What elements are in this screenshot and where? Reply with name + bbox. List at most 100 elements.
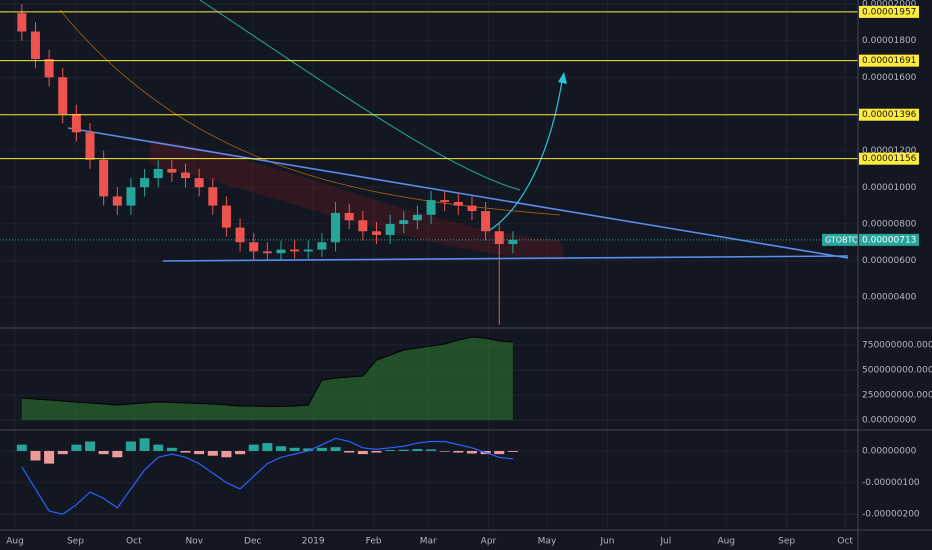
candle-body	[181, 172, 191, 179]
y-tick-label: 500000000.00000000	[862, 366, 932, 376]
x-tick-label: Jun	[599, 537, 614, 547]
candle-body	[58, 77, 68, 114]
level-tag	[859, 108, 919, 121]
candle-body	[235, 227, 245, 243]
histogram-bar	[316, 447, 327, 451]
candle-body	[371, 231, 381, 235]
histogram-bar	[385, 450, 396, 451]
level-tag	[859, 5, 919, 18]
moving-average	[59, 9, 561, 216]
y-tick-label: 0.00001800	[862, 36, 917, 46]
candle-body	[344, 212, 354, 221]
histogram-bar	[153, 444, 164, 451]
candle-body	[358, 220, 368, 232]
x-tick-label: Dec	[244, 537, 261, 547]
level-label: 0.00001957	[862, 7, 916, 17]
level-tag	[859, 152, 919, 165]
candle-body	[331, 212, 341, 243]
histogram-bar	[344, 450, 355, 453]
x-tick-label: Oct	[837, 537, 853, 547]
histogram-bar	[248, 444, 259, 451]
candle-body	[440, 200, 450, 202]
arrow-head	[558, 72, 567, 84]
labels: Aug Sep Oct Nov Dec 2019 Feb Mar Apr May Jun Jul Aug…	[6, 0, 932, 547]
candle-body	[30, 31, 40, 60]
histogram-bar	[303, 448, 314, 451]
x-tick-label: Sep	[67, 537, 84, 547]
moving-average	[199, 0, 521, 191]
candle-body	[290, 249, 300, 252]
histogram-bar	[112, 450, 123, 458]
histogram-bar	[180, 450, 191, 453]
histogram-bar	[439, 450, 450, 452]
histogram-bar	[275, 446, 286, 451]
histogram-bar	[44, 450, 55, 464]
price-label: 0.00000713	[862, 235, 916, 245]
candle-body	[249, 242, 259, 252]
candle-body	[208, 187, 218, 206]
histogram-bar	[71, 444, 82, 451]
x-tick-label: Apr	[481, 537, 497, 547]
y-tick-label: 0.00001000	[862, 183, 917, 193]
candle-body	[494, 231, 504, 245]
candle-body	[508, 239, 518, 245]
y-tick-label: 0.00000400	[862, 293, 917, 303]
x-tick-label: Feb	[366, 537, 382, 547]
line	[21, 336, 513, 407]
candle-body	[317, 242, 327, 250]
y-tick-label: 0.00000000	[862, 416, 917, 426]
level-label: 0.00001396	[862, 110, 917, 120]
histogram-bar	[125, 441, 136, 451]
macd-line	[21, 437, 513, 515]
candle-body	[167, 168, 177, 173]
histogram-bar	[357, 450, 368, 455]
candle-body	[99, 159, 109, 197]
candle-body	[71, 113, 81, 133]
x-tick-label: May	[538, 537, 557, 547]
y-tick-label: 0.00000600	[862, 256, 917, 266]
candle-body	[453, 201, 463, 206]
candle-body	[221, 205, 231, 228]
cloud	[150, 140, 565, 260]
histogram-bar	[426, 449, 437, 451]
candle-body	[385, 223, 395, 235]
y-tick-label: 0.00000800	[862, 219, 917, 229]
histogram-bar	[412, 449, 423, 451]
candle-body	[17, 13, 27, 32]
candle-body	[262, 251, 272, 254]
histogram-bar	[139, 438, 150, 451]
y-tick-label: 0.00001600	[862, 73, 917, 83]
area	[21, 337, 513, 420]
symbol-tag	[822, 233, 858, 246]
histogram-bar	[235, 450, 246, 455]
marks	[0, 4, 858, 515]
histogram-bar	[221, 450, 232, 458]
candle-body	[85, 132, 95, 160]
price-tag	[859, 233, 919, 246]
x-tick-label: 2019	[302, 537, 325, 547]
histogram-bar	[57, 450, 68, 455]
histogram-bar	[98, 450, 109, 455]
histogram-bar	[466, 450, 477, 454]
histogram-bar	[371, 450, 382, 453]
symbol-label: GTOBTC	[825, 235, 858, 244]
histogram-bar	[194, 450, 205, 455]
histogram-bar	[85, 441, 96, 451]
y-tick-label: 0.00002000	[862, 0, 917, 10]
y-tick-label: 750000000.00000000	[862, 341, 932, 351]
histogram-bar	[262, 443, 273, 451]
level-label: 0.00001156	[862, 154, 917, 164]
x-tick-label: Sep	[778, 537, 795, 547]
candle-body	[194, 178, 204, 188]
histogram-bar	[207, 450, 218, 456]
candle-body	[126, 187, 136, 206]
x-tick-label: Aug	[6, 537, 24, 547]
x-tick-label: Mar	[420, 537, 437, 547]
y-tick-label: 0.00000000	[862, 446, 917, 456]
x-tick-label: Nov	[185, 537, 203, 547]
histogram-bar	[453, 450, 464, 453]
candle-body	[467, 205, 477, 212]
